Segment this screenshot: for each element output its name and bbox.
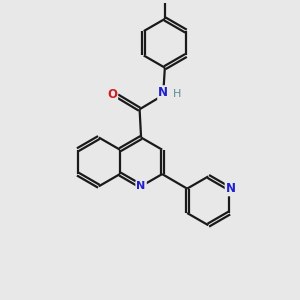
Text: H: H bbox=[172, 89, 181, 99]
Text: O: O bbox=[107, 88, 117, 101]
Text: N: N bbox=[226, 182, 236, 195]
Text: N: N bbox=[158, 86, 168, 99]
Text: N: N bbox=[136, 181, 146, 191]
